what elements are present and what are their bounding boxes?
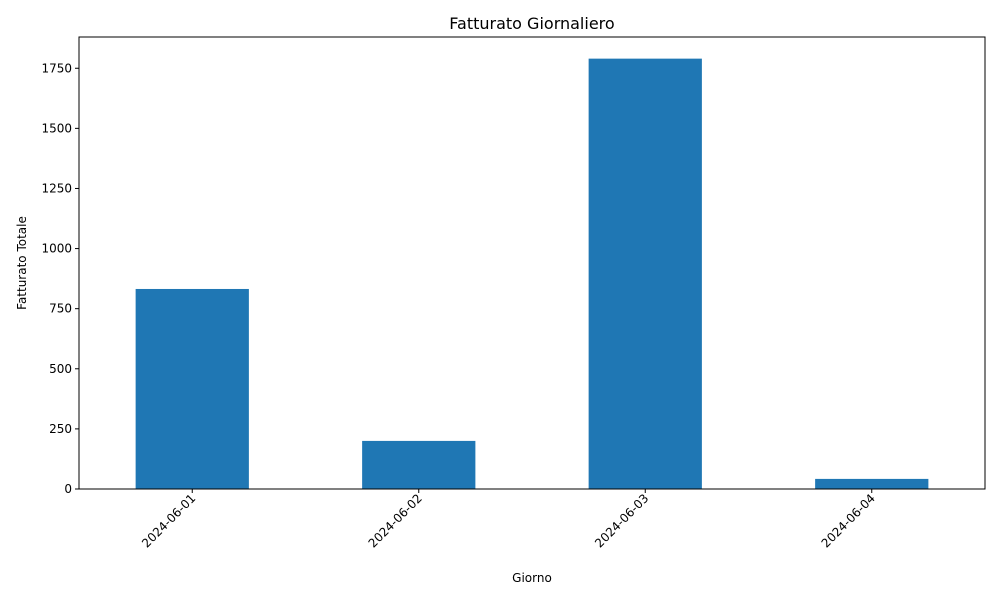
chart-title: Fatturato Giornaliero	[449, 14, 614, 33]
y-tick-label: 1250	[41, 181, 72, 195]
y-tick-label: 0	[64, 482, 72, 496]
plot-area: 2024-06-01 2024-06-02 2024-06-03 2024-06-04…	[41, 36, 986, 550]
y-tick-label: 1500	[41, 121, 72, 135]
y-tick-label: 750	[49, 302, 72, 316]
y-tick-label: 1750	[41, 61, 72, 75]
bar-2024-06-04	[815, 478, 929, 489]
y-axis-label: Fatturato Totale	[15, 216, 29, 310]
y-tick-label: 1000	[41, 242, 72, 256]
y-tick-label: 250	[49, 422, 72, 436]
bar-2024-06-03	[588, 58, 702, 489]
x-tick-label: 2024-06-02	[366, 491, 425, 550]
bar-2024-06-01	[135, 288, 249, 489]
y-tick-label: 500	[49, 362, 72, 376]
bar-2024-06-02	[362, 440, 476, 489]
plot-frame	[78, 36, 986, 490]
x-tick-label: 2024-06-01	[139, 491, 198, 550]
x-tick-label: 2024-06-04	[819, 491, 878, 550]
x-axis-label: Giorno	[512, 571, 552, 585]
x-tick-label: 2024-06-03	[592, 491, 651, 550]
